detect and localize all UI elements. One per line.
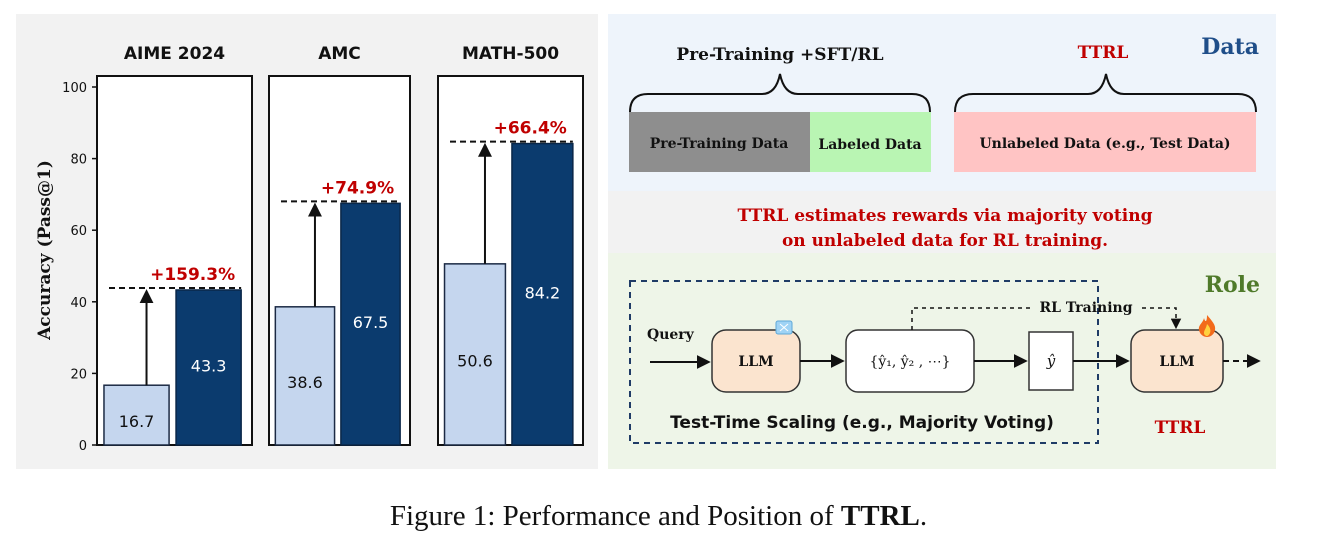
baseline-bar-label: 50.6 (457, 351, 493, 370)
unlabeled-data-label: Unlabeled Data (e.g., Test Data) (979, 136, 1230, 152)
baseline-bar (103, 384, 170, 446)
test-time-scaling-label: Test-Time Scaling (e.g., Majority Voting… (670, 413, 1054, 433)
gain-label: +66.4% (494, 119, 567, 139)
ttrl-bar-label: 67.5 (353, 313, 389, 332)
y-axis-ticks: 0 20 40 60 80 100 (62, 81, 97, 454)
unlabeled-data-box (954, 112, 1256, 172)
y-tick-label: 0 (79, 439, 87, 454)
y-tick-label: 40 (70, 296, 87, 311)
subplot-1: AIME 2024 16.7 43.3 +159.3% (96, 44, 253, 446)
subplot-title: MATH-500 (462, 44, 559, 64)
query-label: Query (647, 327, 695, 343)
ttrl-bar-label: 43.3 (191, 356, 227, 375)
y-axis-label: Accuracy (Pass@1) (35, 160, 55, 341)
data-corner-label: Data (1201, 34, 1259, 60)
ttrl-bar (340, 202, 401, 446)
baseline-bar-label: 38.6 (287, 373, 323, 392)
rl-training-path-end (1142, 307, 1182, 330)
gain-label: +159.3% (150, 265, 235, 285)
data-ttrl-heading: TTRL (1078, 43, 1129, 63)
summary-line-2: on unlabeled data for RL training. (782, 231, 1108, 251)
y-tick-label: 20 (70, 367, 87, 382)
caption-suffix: . (919, 500, 928, 532)
llm-ttrl-label: LLM (1159, 354, 1194, 370)
role-corner-label: Role (1205, 272, 1260, 298)
llm-label: LLM (738, 354, 773, 370)
subplot-2: AMC 38.6 67.5 +74.9% (268, 44, 411, 446)
role-diagram: Role Query LLM {ŷ₁, ŷ₂ , ⋯} ŷ RL Trainin… (629, 272, 1261, 444)
ttrl-bar-label: 84.2 (525, 283, 561, 302)
ttrl-bar (175, 289, 242, 446)
pretrain-heading: Pre-Training +SFT/RL (676, 45, 883, 65)
caption-prefix: Figure 1: Performance and Position of (389, 500, 841, 532)
gain-label: +74.9% (321, 178, 394, 198)
baseline-bar (443, 263, 507, 446)
subplot-title: AMC (318, 44, 361, 64)
baseline-bar-label: 16.7 (119, 412, 155, 431)
y-tick-label: 100 (62, 81, 87, 96)
test-time-scaling-box (629, 280, 1099, 444)
y-tick-label: 80 (70, 153, 87, 168)
subplot-title: AIME 2024 (124, 44, 225, 64)
summary-line-1: TTRL estimates rewards via majority voti… (738, 206, 1153, 226)
yhat-box (1028, 331, 1074, 391)
subplot-3: MATH-500 50.6 84.2 +66.4% (437, 44, 584, 446)
snowflake-icon (775, 320, 793, 335)
ttrl-brace (954, 73, 1257, 113)
data-diagram: Data Pre-Training +SFT/RL TTRL Pre-Train… (629, 34, 1259, 172)
pretraining-data-label: Pre-Training Data (650, 136, 789, 152)
baseline-bar (274, 306, 336, 446)
samples-label: {ŷ₁, ŷ₂ , ⋯} (869, 353, 950, 370)
rl-training-label: RL Training (1040, 300, 1133, 316)
labeled-data-box (810, 112, 931, 172)
labeled-data-label: Labeled Data (818, 137, 921, 153)
pretrain-brace (629, 73, 931, 113)
rl-training-path (911, 307, 1030, 330)
role-ttrl-label: TTRL (1155, 418, 1206, 438)
summary-text: TTRL estimates rewards via majority voti… (738, 206, 1153, 251)
figure-caption: Figure 1: Performance and Position of TT… (0, 500, 1317, 533)
summary-panel (608, 191, 1276, 253)
bar-chart: Accuracy (Pass@1) 0 20 40 60 80 100 AIME 2024… (35, 44, 584, 454)
chart-subplots: AIME 2024 16.7 43.3 +159.3% AMC 38.6 67.5 +74.9… (96, 44, 584, 446)
fire-icon (1198, 315, 1216, 337)
ttrl-bar (511, 142, 574, 446)
pretraining-data-box (629, 112, 810, 172)
caption-bold: TTRL (840, 500, 920, 532)
yhat-label: ŷ (1046, 352, 1056, 370)
y-tick-label: 60 (70, 224, 87, 239)
